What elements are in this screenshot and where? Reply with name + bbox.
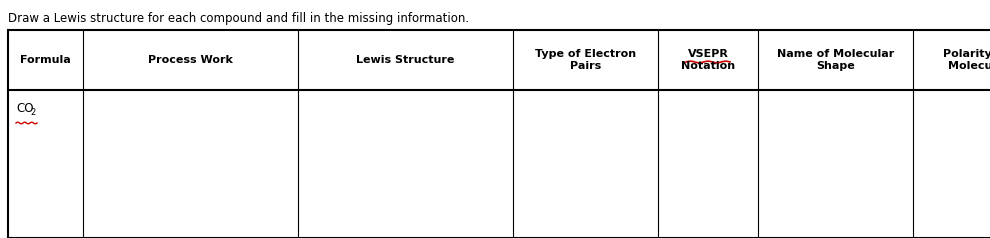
Text: Lewis Structure: Lewis Structure (356, 55, 454, 65)
Text: Type of Electron
Pairs: Type of Electron Pairs (535, 49, 636, 71)
Text: Process Work: Process Work (148, 55, 233, 65)
Bar (8, 30, 990, 238)
Text: Name of Molecular
Shape: Name of Molecular Shape (777, 49, 894, 71)
Text: Formula: Formula (20, 55, 71, 65)
Text: 2: 2 (30, 108, 36, 117)
Text: CO: CO (16, 102, 34, 115)
Text: VSEPR
Notation: VSEPR Notation (681, 49, 735, 71)
Text: Draw a Lewis structure for each compound and fill in the missing information.: Draw a Lewis structure for each compound… (8, 12, 469, 25)
Text: Polarity of
Molecule: Polarity of Molecule (942, 49, 990, 71)
